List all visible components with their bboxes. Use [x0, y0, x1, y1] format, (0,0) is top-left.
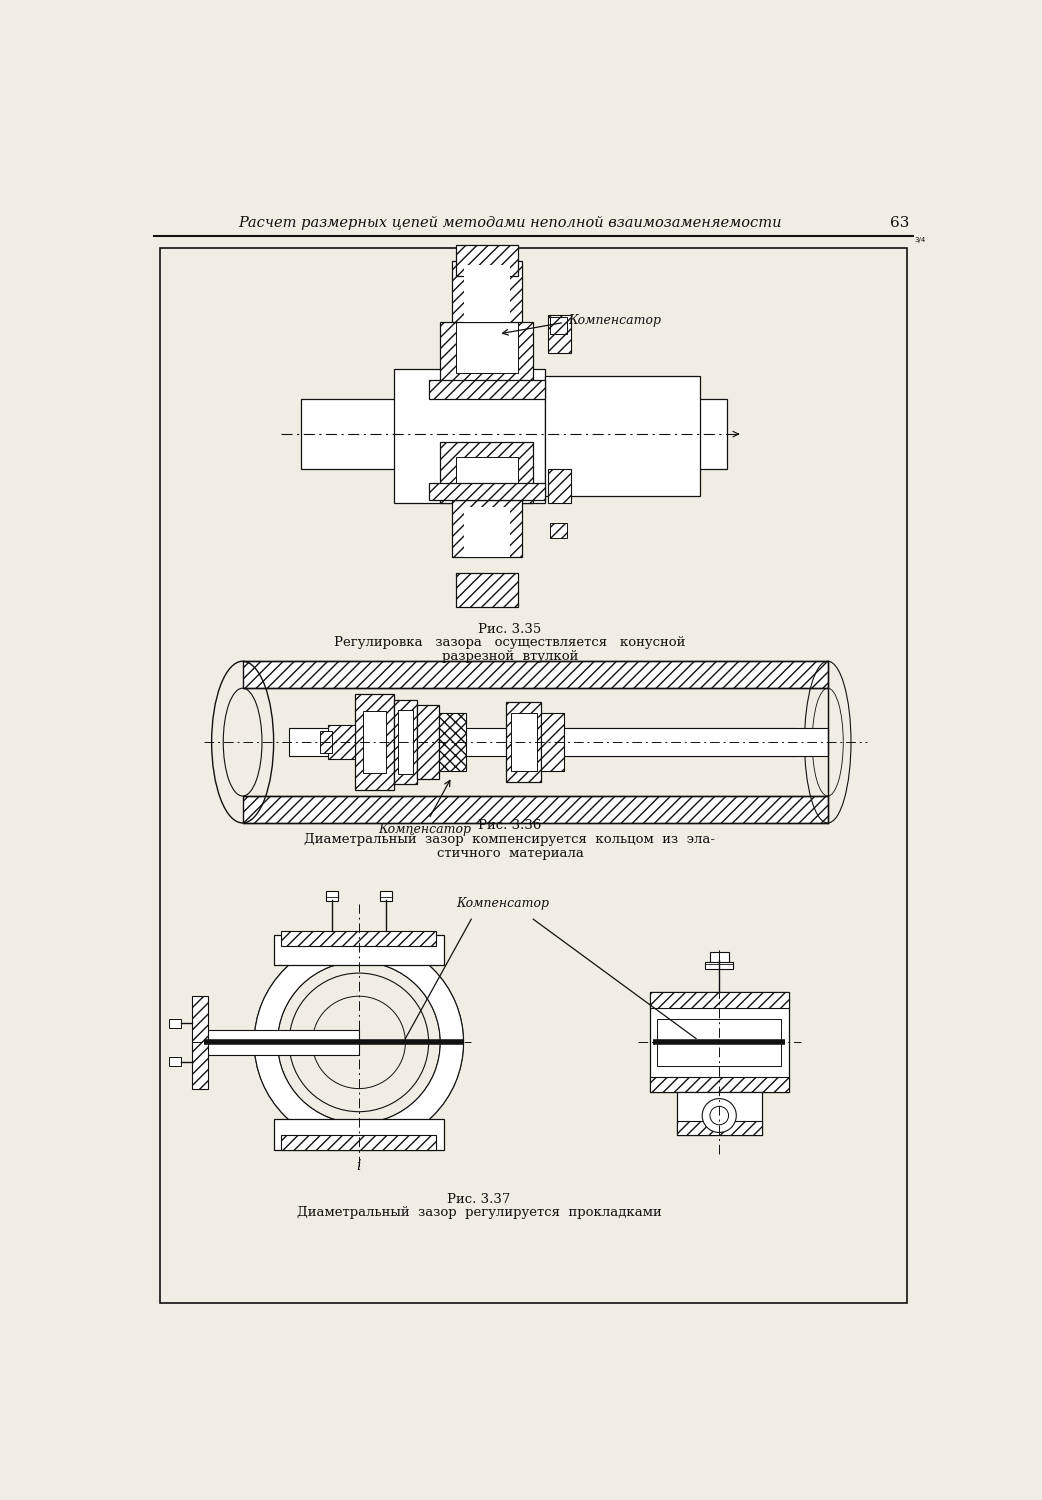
- Bar: [394, 369, 545, 504]
- Text: Рис. 3.37: Рис. 3.37: [447, 1192, 511, 1206]
- Circle shape: [710, 1107, 728, 1125]
- Text: Компенсатор: Компенсатор: [455, 897, 549, 910]
- Bar: [428, 483, 545, 500]
- Text: разрезной  втулкой: разрезной втулкой: [442, 650, 578, 663]
- Text: Компенсатор: Компенсатор: [378, 824, 471, 836]
- Text: Рис. 3.35: Рис. 3.35: [478, 622, 542, 636]
- Bar: [441, 442, 534, 504]
- Bar: [565, 728, 827, 756]
- Bar: [548, 468, 571, 504]
- Bar: [549, 522, 567, 538]
- Bar: [428, 380, 545, 399]
- Bar: [274, 1119, 444, 1150]
- Bar: [649, 993, 789, 1092]
- Bar: [452, 261, 522, 322]
- Bar: [658, 1020, 782, 1065]
- Bar: [363, 711, 386, 772]
- Bar: [439, 712, 466, 771]
- Bar: [243, 796, 827, 824]
- Text: Расчет размерных цепей методами неполной взаимозаменяемости: Расчет размерных цепей методами неполной…: [239, 216, 782, 229]
- Circle shape: [702, 1098, 737, 1132]
- Bar: [325, 891, 338, 902]
- Bar: [464, 264, 510, 322]
- Bar: [649, 1077, 789, 1092]
- Bar: [541, 399, 727, 468]
- Bar: [274, 934, 444, 966]
- Bar: [549, 316, 567, 334]
- Bar: [379, 891, 392, 902]
- Bar: [328, 724, 355, 759]
- Wedge shape: [254, 939, 464, 1146]
- Text: 63: 63: [890, 216, 909, 229]
- Bar: [289, 728, 797, 756]
- Text: Диаметральный  зазор  регулируется  прокладками: Диаметральный зазор регулируется проклад…: [297, 1206, 662, 1219]
- Bar: [243, 662, 827, 688]
- Bar: [455, 322, 518, 372]
- Bar: [676, 1120, 762, 1136]
- Bar: [506, 702, 541, 782]
- Bar: [455, 458, 518, 504]
- Bar: [676, 1092, 762, 1136]
- Text: i: i: [356, 1158, 362, 1173]
- Bar: [545, 376, 700, 495]
- Bar: [204, 1030, 358, 1054]
- Text: Рис. 3.36: Рис. 3.36: [478, 819, 542, 833]
- Bar: [169, 1019, 180, 1028]
- Bar: [281, 930, 437, 946]
- Bar: [394, 699, 417, 784]
- Bar: [193, 996, 207, 1089]
- Bar: [355, 694, 394, 790]
- Bar: [464, 507, 510, 558]
- Text: 3/4: 3/4: [915, 237, 925, 243]
- Bar: [320, 732, 331, 753]
- Bar: [169, 1058, 180, 1066]
- Bar: [301, 399, 464, 468]
- Bar: [541, 712, 565, 771]
- Text: стичного  материала: стичного материала: [437, 847, 584, 859]
- Bar: [511, 712, 537, 771]
- Bar: [281, 1136, 437, 1150]
- Bar: [649, 993, 789, 1008]
- Bar: [710, 952, 728, 963]
- Bar: [452, 500, 522, 558]
- Bar: [398, 710, 413, 774]
- Bar: [455, 573, 518, 608]
- Bar: [441, 322, 534, 384]
- Text: Диаметральный  зазор  компенсируется  кольцом  из  эла-: Диаметральный зазор компенсируется кольц…: [304, 833, 716, 846]
- Bar: [455, 246, 518, 276]
- Text: Компенсатор: Компенсатор: [568, 314, 661, 327]
- Bar: [417, 705, 439, 779]
- Bar: [548, 315, 571, 354]
- Bar: [705, 962, 734, 969]
- Text: Регулировка   зазора   осуществляется   конусной: Регулировка зазора осуществляется конусн…: [334, 636, 686, 650]
